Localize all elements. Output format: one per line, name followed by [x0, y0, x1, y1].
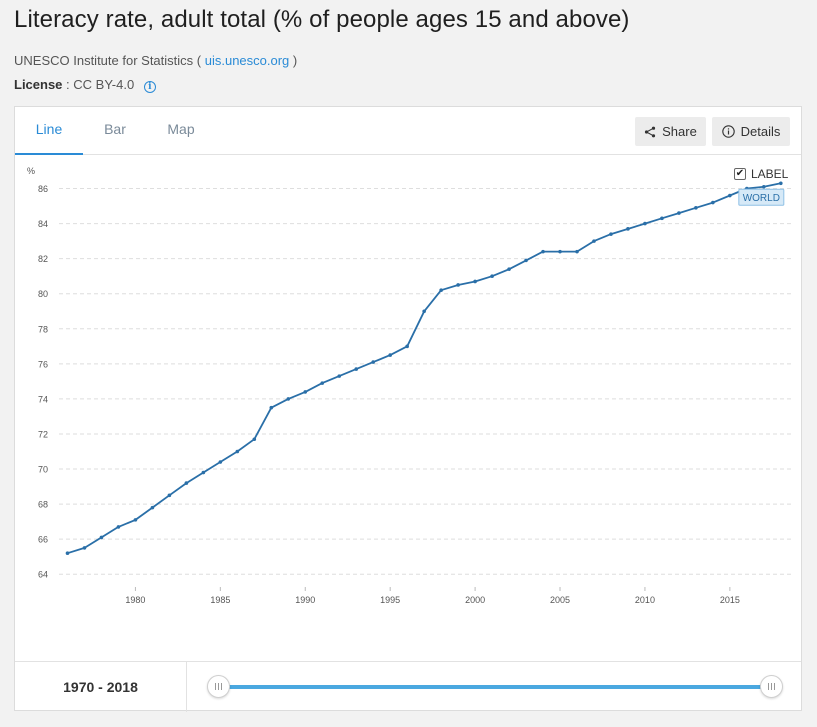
data-point [150, 505, 155, 510]
y-tick-label: 84 [38, 219, 48, 229]
data-point [711, 200, 715, 205]
share-icon [645, 126, 656, 137]
y-tick-label: 78 [38, 324, 48, 334]
data-point [643, 221, 647, 226]
grip-icon [768, 683, 775, 690]
x-tick-label: 2000 [465, 595, 485, 605]
source-close: ) [292, 53, 298, 68]
tab-line[interactable]: Line [15, 107, 83, 155]
data-point [694, 206, 698, 210]
data-point [490, 274, 494, 278]
tab-map[interactable]: Map [167, 121, 195, 137]
data-point [507, 267, 511, 271]
data-point [388, 353, 392, 357]
y-tick-label: 70 [38, 465, 48, 475]
x-tick-label: 1985 [210, 595, 230, 605]
data-point [609, 232, 613, 236]
y-tick-label: 64 [38, 570, 48, 580]
data-point [660, 216, 664, 221]
data-point [99, 535, 104, 540]
data-point [184, 481, 189, 485]
data-point [65, 551, 70, 555]
page-title: Literacy rate, adult total (% of people … [14, 6, 630, 33]
y-tick-label: 76 [38, 359, 48, 369]
data-point [167, 493, 172, 498]
y-tick-label: 68 [38, 500, 48, 510]
y-axis-unit-label: % [27, 166, 35, 176]
data-point [473, 279, 477, 284]
y-tick-label: 86 [38, 184, 48, 194]
data-point [235, 449, 240, 454]
chart-area: % 64 66 68 70 72 74 76 78 80 82 84 86 1980 1985 1990 199… [15, 155, 801, 661]
data-point [286, 397, 291, 401]
data-point [626, 227, 630, 231]
details-button[interactable]: Details [712, 117, 790, 146]
series-label-box [738, 188, 785, 206]
data-point [558, 249, 562, 254]
data-point [575, 249, 579, 254]
share-label: Share [662, 124, 697, 139]
data-point [252, 437, 257, 442]
source-link[interactable]: uis.unesco.org [204, 53, 290, 68]
data-point [133, 518, 138, 522]
x-tick-label: 1980 [125, 595, 145, 605]
data-point [337, 374, 342, 378]
data-point [779, 181, 783, 186]
chart-card: Line Bar Map Share Details % 64 66 68 70 72 74… [14, 106, 802, 712]
y-tick-label: 74 [38, 394, 48, 404]
y-tick-label: 80 [38, 289, 48, 299]
range-slider-end-handle[interactable] [760, 675, 783, 698]
share-button[interactable]: Share [635, 117, 706, 146]
data-point [201, 470, 206, 475]
tab-bar[interactable]: Bar [104, 121, 126, 137]
line-chart: % 64 66 68 70 72 74 76 78 80 82 84 86 1980 1985 1990 199… [27, 166, 791, 605]
chart-tabs: Line Bar Map Share Details [15, 107, 801, 155]
license-value: : CC BY-4.0 [66, 77, 135, 92]
x-tick-label: 2010 [635, 595, 655, 605]
series-line-world [67, 182, 781, 555]
source-name: UNESCO Institute for Statistics ( [14, 53, 202, 68]
data-point [677, 211, 681, 215]
y-tick-label: 72 [38, 429, 48, 439]
license-line: License : CC BY-4.0 i [14, 77, 156, 93]
data-point [592, 239, 596, 243]
label-toggle[interactable]: ✔ LABEL [734, 167, 788, 181]
x-tick-label: 2005 [550, 595, 570, 605]
data-point [269, 405, 274, 410]
details-label: Details [740, 124, 781, 139]
data-point [524, 258, 528, 263]
x-tick-label: 1990 [295, 595, 315, 605]
y-tick-label: 66 [38, 535, 48, 545]
data-point [218, 460, 223, 464]
data-point [82, 546, 87, 550]
data-point [762, 184, 766, 189]
license-label: License [14, 77, 63, 92]
data-point [439, 288, 443, 293]
label-checkbox[interactable]: ✔ [734, 168, 746, 180]
range-slider-start-handle[interactable] [207, 675, 230, 698]
data-point [728, 193, 732, 198]
data-point [320, 381, 325, 385]
series-label-world: WORLD [743, 193, 780, 204]
y-tick-label: 82 [38, 254, 48, 264]
info-icon[interactable]: i [143, 81, 156, 93]
x-tick-label: 2015 [720, 595, 740, 605]
source-line: UNESCO Institute for Statistics ( uis.un… [14, 53, 297, 68]
data-point [303, 390, 308, 394]
data-point [371, 360, 375, 364]
data-point [541, 249, 545, 254]
data-point [422, 309, 426, 314]
x-tick-label: 1995 [380, 595, 400, 605]
data-point [405, 344, 409, 349]
range-footer: 1970 - 2018 [15, 661, 801, 712]
data-point [456, 283, 460, 287]
grip-icon [215, 683, 222, 690]
label-toggle-text: LABEL [751, 167, 789, 181]
year-range-label: 1970 - 2018 [15, 662, 187, 712]
range-slider-track[interactable] [221, 685, 773, 689]
info-circle-icon [721, 125, 735, 138]
data-point [116, 525, 121, 529]
data-point [354, 367, 359, 371]
